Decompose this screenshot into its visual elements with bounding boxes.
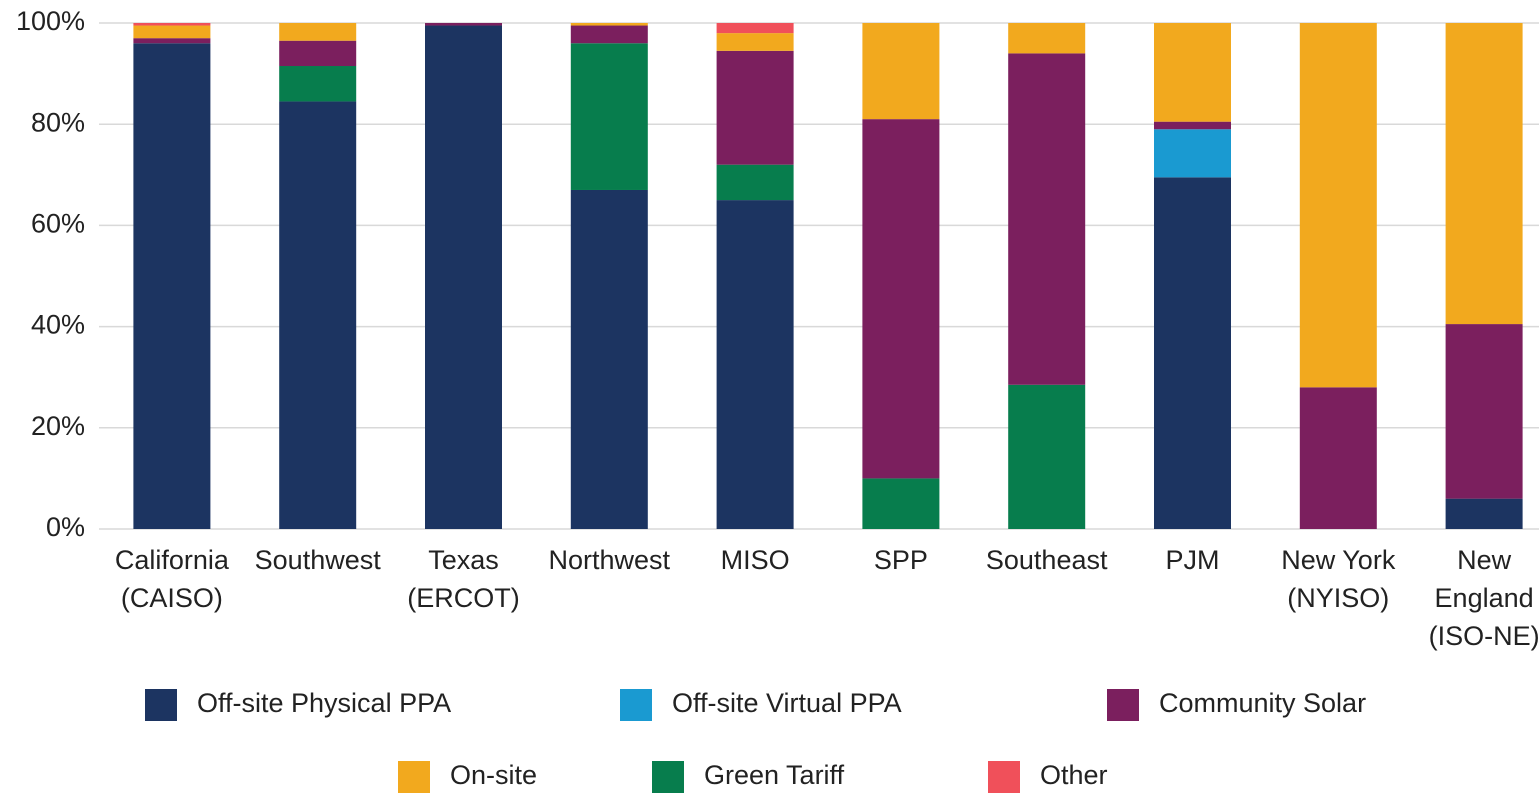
bar-segment xyxy=(1445,23,1523,325)
bar-segment xyxy=(862,478,940,529)
bar-segment xyxy=(425,25,502,530)
x-tick-label: PJM xyxy=(1166,545,1220,575)
bar-segment xyxy=(716,164,794,201)
x-tick-label: (ISO-NE) xyxy=(1429,621,1540,651)
bar-segment xyxy=(862,23,940,120)
y-tick-label: 0% xyxy=(46,512,85,542)
legend-swatch xyxy=(620,689,652,721)
x-tick-label: (ERCOT) xyxy=(407,583,519,613)
bar-segment xyxy=(1445,324,1523,499)
x-tick-label: Southwest xyxy=(255,545,382,575)
bar-segment xyxy=(1299,387,1377,529)
bar-segment xyxy=(716,200,794,529)
bar-segment xyxy=(716,33,794,51)
legend-swatch xyxy=(398,761,430,793)
bar-segment xyxy=(1445,498,1523,529)
bar-segment xyxy=(133,25,211,39)
bar-segment xyxy=(1154,177,1231,529)
x-tick-label: (NYISO) xyxy=(1287,583,1389,613)
y-tick-label: 60% xyxy=(31,209,85,239)
y-tick-label: 20% xyxy=(31,411,85,441)
legend-swatch xyxy=(145,689,177,721)
bar-segment xyxy=(1008,53,1086,385)
bar-segment xyxy=(133,38,211,44)
x-tick-label: California xyxy=(115,545,230,575)
x-tick-label: MISO xyxy=(721,545,790,575)
bar-segment xyxy=(279,66,357,102)
bar-segment xyxy=(1299,23,1377,388)
bar-segment xyxy=(279,23,357,41)
x-tick-label: SPP xyxy=(874,545,928,575)
legend-swatch xyxy=(1107,689,1139,721)
bar-segment xyxy=(1154,121,1231,130)
bar-segment xyxy=(279,40,357,67)
bar-segment xyxy=(133,43,211,530)
bar-segment xyxy=(133,23,211,26)
y-tick-label: 40% xyxy=(31,310,85,340)
y-tick-label: 100% xyxy=(16,6,85,36)
legend-swatch xyxy=(988,761,1020,793)
bar-segment xyxy=(1008,384,1086,529)
legend-label: Other xyxy=(1040,760,1108,790)
bar-segment xyxy=(570,25,648,44)
legend-label: On-site xyxy=(450,760,537,790)
bar-segment xyxy=(570,189,648,530)
bar-segment xyxy=(570,23,648,26)
bar-segment xyxy=(1154,23,1231,122)
bar-segment xyxy=(279,101,357,530)
bar-segment xyxy=(716,23,794,34)
x-tick-label: New York xyxy=(1281,545,1396,575)
legend-swatch xyxy=(652,761,684,793)
bar-segment xyxy=(1008,23,1086,54)
bar-segment xyxy=(862,119,940,479)
bar-segment xyxy=(425,23,502,26)
x-tick-label: Southeast xyxy=(986,545,1108,575)
legend-label: Off-site Virtual PPA xyxy=(672,688,902,718)
bar-segment xyxy=(570,43,648,190)
y-tick-label: 80% xyxy=(31,107,85,137)
x-tick-label: (CAISO) xyxy=(121,583,223,613)
x-tick-label: Northwest xyxy=(549,545,671,575)
x-tick-label: New xyxy=(1457,545,1512,575)
legend-label: Green Tariff xyxy=(704,760,845,790)
legend-label: Off-site Physical PPA xyxy=(197,688,451,718)
bar-segment xyxy=(716,50,794,165)
legend-label: Community Solar xyxy=(1159,688,1366,718)
bar-segment xyxy=(1154,129,1231,178)
x-tick-label: Texas xyxy=(428,545,499,575)
x-tick-label: England xyxy=(1435,583,1534,613)
